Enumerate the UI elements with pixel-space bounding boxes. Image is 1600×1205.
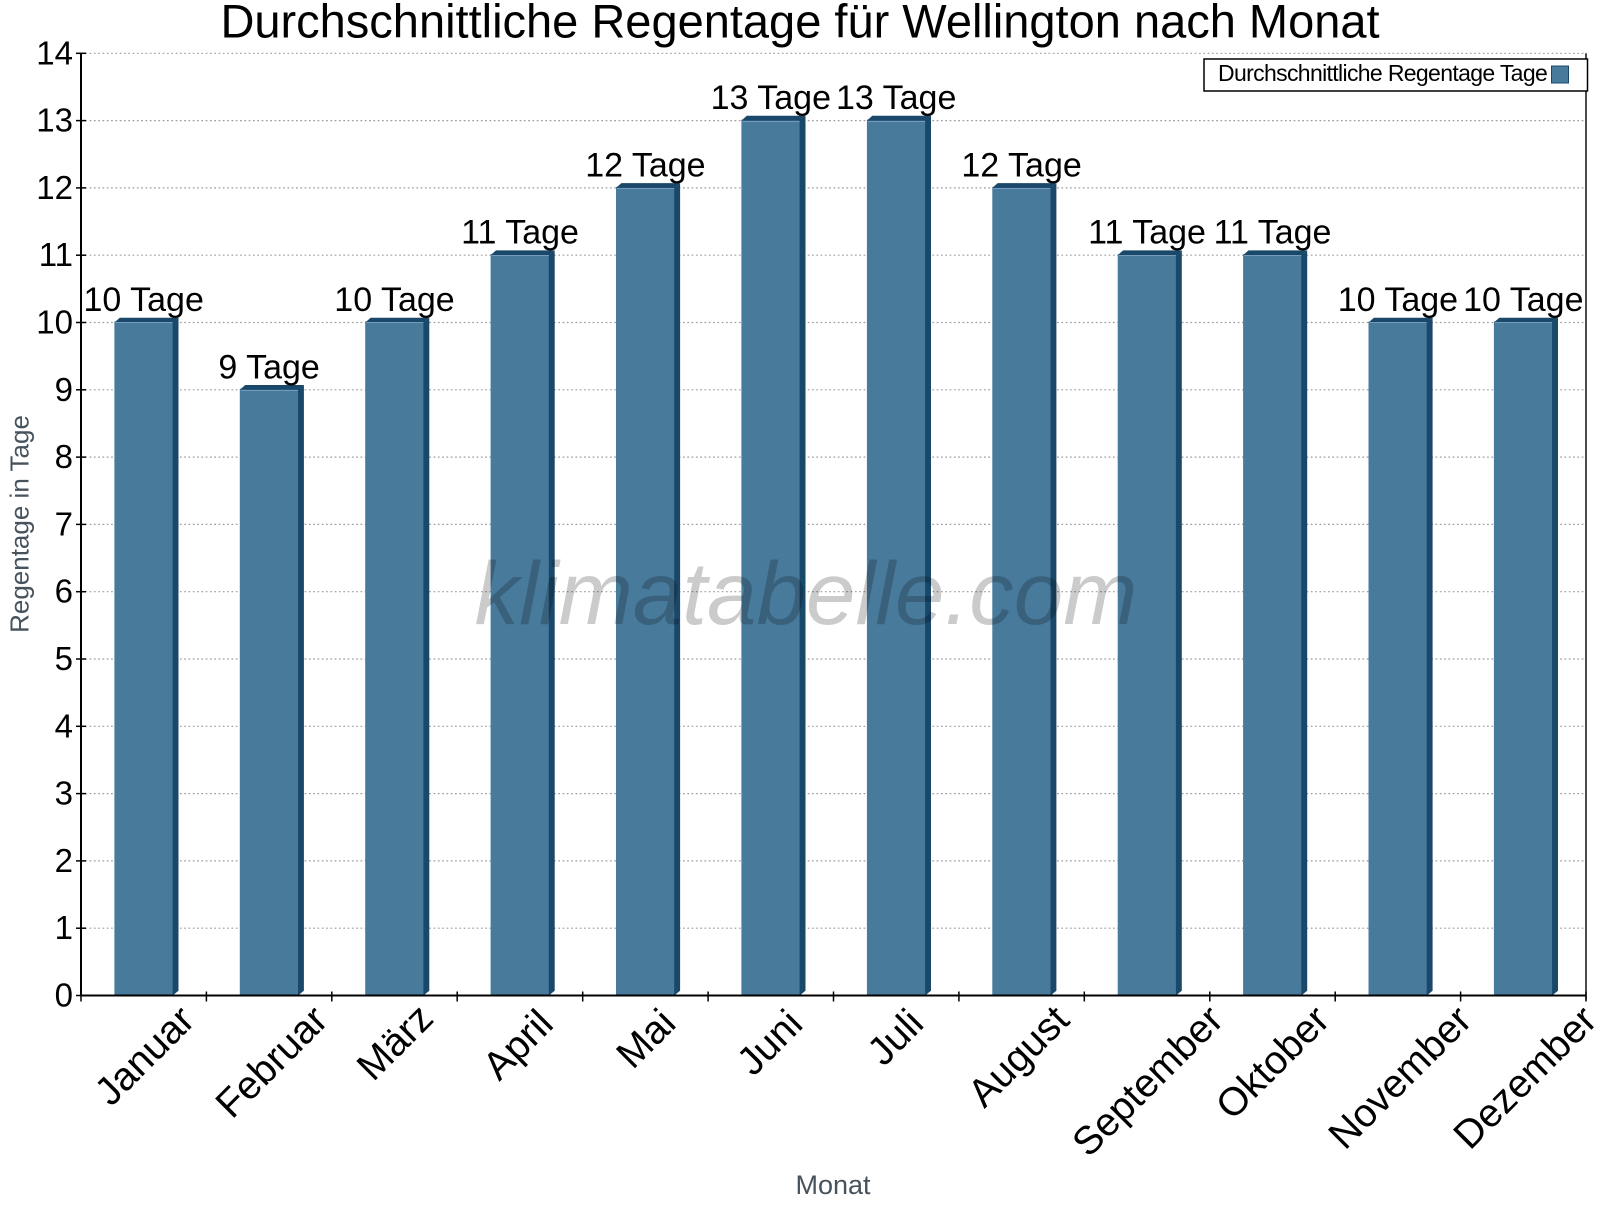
svg-text:11 Tage: 11 Tage (461, 214, 579, 252)
svg-text:4: 4 (55, 707, 73, 744)
svg-text:5: 5 (55, 640, 73, 677)
svg-text:Durchschnittliche Regentage fü: Durchschnittliche Regentage für Wellingt… (220, 0, 1379, 48)
svg-text:Durchschnittliche Regentage Ta: Durchschnittliche Regentage Tage (1218, 60, 1547, 86)
svg-text:11 Tage: 11 Tage (1214, 214, 1332, 252)
svg-text:10 Tage: 10 Tage (1338, 281, 1458, 319)
svg-text:2: 2 (55, 842, 73, 879)
svg-text:0: 0 (55, 977, 73, 1014)
svg-text:13 Tage: 13 Tage (836, 79, 956, 117)
svg-text:Monat: Monat (795, 1170, 871, 1200)
svg-text:Regentage in Tage: Regentage in Tage (5, 415, 35, 633)
svg-text:8: 8 (55, 438, 73, 475)
svg-text:14: 14 (36, 34, 73, 71)
svg-text:10: 10 (36, 304, 73, 341)
svg-text:6: 6 (55, 573, 73, 610)
svg-text:10 Tage: 10 Tage (1463, 281, 1583, 319)
svg-text:3: 3 (55, 775, 73, 812)
svg-text:11 Tage: 11 Tage (1088, 214, 1206, 252)
svg-text:7: 7 (55, 505, 73, 542)
svg-text:9: 9 (55, 371, 73, 408)
svg-text:1: 1 (55, 909, 73, 946)
svg-text:10 Tage: 10 Tage (334, 281, 454, 319)
svg-text:klimatabelle.com: klimatabelle.com (475, 543, 1138, 643)
svg-text:9 Tage: 9 Tage (218, 348, 319, 386)
svg-text:13: 13 (36, 102, 73, 139)
svg-text:10 Tage: 10 Tage (84, 281, 204, 319)
svg-text:12 Tage: 12 Tage (585, 146, 705, 184)
svg-text:11: 11 (39, 236, 73, 273)
svg-text:12 Tage: 12 Tage (961, 146, 1081, 184)
svg-text:13 Tage: 13 Tage (711, 79, 831, 117)
svg-text:12: 12 (36, 169, 73, 206)
